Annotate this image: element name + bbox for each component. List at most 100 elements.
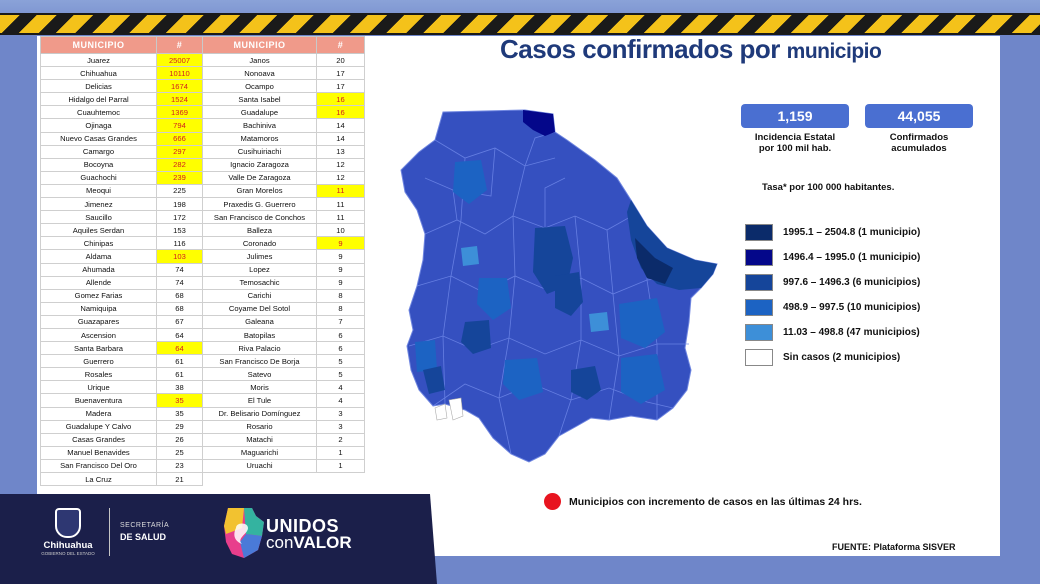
- municipio-cell: Gran Morelos: [202, 183, 317, 199]
- page-title: Casos confirmados por municipio: [500, 34, 882, 65]
- count-cell: 64: [156, 341, 203, 356]
- table-row: Cusihuiriachi 13: [202, 144, 365, 159]
- municipio-cell: Ascension: [40, 327, 157, 343]
- region-jimenez: [621, 354, 665, 404]
- table-row: Manuel Benavides 25: [40, 445, 203, 460]
- municipio-cell: Allende: [40, 275, 157, 290]
- coat-of-arms-icon: [55, 508, 81, 538]
- region-light-1: [461, 246, 479, 266]
- table-row: Uruachi 1: [202, 458, 365, 474]
- municipio-cell: Dr. Belisario Domínguez: [202, 406, 317, 421]
- table-row: Delicias 1674: [40, 79, 203, 94]
- valor-text: VALOR: [293, 533, 352, 552]
- region-guachochi: [503, 358, 543, 400]
- legend-item: 1995.1 – 2504.8 (1 municipio): [745, 224, 920, 241]
- count-cell: 5: [316, 367, 365, 382]
- municipio-cell: Galeana: [202, 314, 317, 329]
- table-row: Praxedis G. Guerrero 11: [202, 197, 365, 212]
- count-cell: 21: [156, 471, 203, 487]
- count-cell: 74: [156, 275, 203, 290]
- table-row: Urique 38: [40, 380, 203, 395]
- municipio-cell: Meoqui: [40, 183, 157, 199]
- count-cell: 9: [316, 262, 365, 277]
- increment-label: Municipios con incremento de casos en la…: [569, 495, 862, 508]
- municipio-cell: Moris: [202, 380, 317, 395]
- incidence-caption-1: Incidencia Estatal: [754, 132, 836, 143]
- region-parral: [571, 366, 601, 400]
- municipio-cell: Nuevo Casas Grandes: [40, 131, 157, 146]
- count-cell: 8: [316, 288, 365, 303]
- municipio-cell: Hidalgo del Parral: [40, 92, 157, 107]
- table-row: Ahumada 74: [40, 262, 203, 277]
- red-dot-icon: [544, 493, 561, 510]
- table-row: Chihuahua 10110: [40, 66, 203, 81]
- region-ojinaga-core: [635, 238, 673, 284]
- municipio-cell: La Cruz: [40, 471, 157, 487]
- municipio-cell: Temosachic: [202, 275, 317, 290]
- confirmed-caption: Confirmados acumulados: [854, 132, 984, 154]
- legend-label: 11.03 – 498.8 (47 municipios): [783, 327, 920, 338]
- count-cell: 12: [316, 170, 365, 185]
- table-row: Buenaventura 35: [40, 393, 203, 408]
- legend-item: 498.9 – 997.5 (10 municipios): [745, 299, 920, 316]
- count-cell: 26: [156, 432, 203, 447]
- gov-name: Chihuahua: [43, 540, 93, 551]
- table-row: Chinipas 116: [40, 236, 203, 251]
- increment-note: Municipios con incremento de casos en la…: [544, 493, 862, 510]
- region-bocoyna: [461, 320, 491, 354]
- table-row: Batopilas 6: [202, 327, 365, 343]
- table-row: Valle De Zaragoza 12: [202, 170, 365, 185]
- region-cuauhtemoc: [477, 278, 511, 320]
- municipio-cell: Batopilas: [202, 327, 317, 343]
- region-delicias: [555, 272, 583, 316]
- count-cell: 4: [316, 380, 365, 395]
- count-cell: 74: [156, 262, 203, 277]
- title-small: municipio: [786, 40, 882, 63]
- municipio-cell: Matamoros: [202, 131, 317, 146]
- region-sin-casos-2: [434, 403, 448, 421]
- municipio-cell: Buenaventura: [40, 393, 157, 408]
- table-row: Guerrero 61: [40, 354, 203, 369]
- legend-label: Sin casos (2 municipios): [783, 352, 901, 363]
- table-row: Rosario 3: [202, 419, 365, 434]
- municipio-cell: Praxedis G. Guerrero: [202, 197, 317, 212]
- count-cell: 666: [156, 131, 203, 146]
- table-row: Hidalgo del Parral 1524: [40, 92, 203, 107]
- count-cell: 1674: [156, 79, 203, 94]
- count-cell: 103: [156, 249, 203, 264]
- count-cell: 6: [316, 327, 365, 343]
- legend-swatch: [745, 274, 773, 291]
- municipio-header: MUNICIPIO: [40, 36, 157, 54]
- count-header: #: [156, 36, 203, 54]
- municipio-cell: Santa Isabel: [202, 92, 317, 107]
- count-cell: 16: [316, 105, 365, 120]
- table-row: Janos 20: [202, 52, 365, 68]
- count-header: #: [316, 36, 365, 54]
- municipio-cell: Juarez: [40, 52, 157, 68]
- table-row: Coronado 9: [202, 236, 365, 251]
- region-light-4: [423, 366, 445, 394]
- table-row: San Francisco Del Oro 23: [40, 458, 203, 474]
- region-camargo: [619, 298, 665, 348]
- municipio-cell: Guerrero: [40, 354, 157, 369]
- table-row: Bachiniva 14: [202, 118, 365, 133]
- table-row: Satevo 5: [202, 367, 365, 382]
- table-row: Camargo 297: [40, 144, 203, 159]
- table-row: Bocoyna 282: [40, 157, 203, 172]
- con-valor-text: conVALOR: [266, 533, 352, 553]
- municipio-cell: Delicias: [40, 79, 157, 94]
- source-note: FUENTE: Plataforma SISVER: [832, 542, 956, 552]
- salud-label: DE SALUD: [120, 532, 167, 542]
- count-cell: 23: [156, 458, 203, 474]
- secretaria-label: SECRETARÍA: [120, 522, 170, 529]
- count-cell: 11: [316, 183, 365, 199]
- table-row: Dr. Belisario Domínguez 3: [202, 406, 365, 421]
- count-cell: 14: [316, 118, 365, 133]
- municipio-cell: Aquiles Serdan: [40, 223, 157, 238]
- count-cell: 282: [156, 157, 203, 172]
- count-cell: 67: [156, 314, 203, 329]
- count-cell: 61: [156, 367, 203, 382]
- municipio-cell: Cusihuiriachi: [202, 144, 317, 159]
- municipio-cell: Balleza: [202, 223, 317, 238]
- municipio-cell: San Francisco De Borja: [202, 354, 317, 369]
